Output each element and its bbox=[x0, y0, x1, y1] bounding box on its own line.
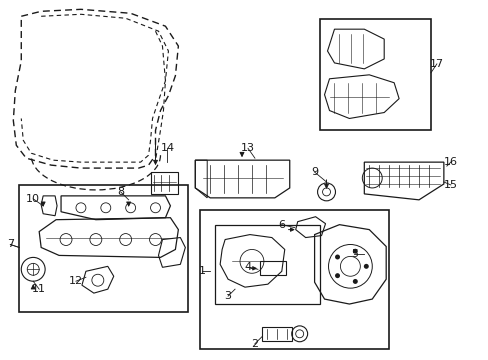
Text: 12: 12 bbox=[69, 276, 83, 286]
Bar bbox=[200, 210, 388, 349]
Bar bbox=[150, 172, 178, 194]
Text: 17: 17 bbox=[429, 59, 443, 69]
Text: 7: 7 bbox=[7, 239, 14, 249]
Text: 15: 15 bbox=[443, 180, 457, 190]
Text: 4: 4 bbox=[244, 262, 251, 272]
Bar bbox=[260, 261, 285, 275]
Text: 6: 6 bbox=[278, 220, 285, 230]
Bar bbox=[215, 225, 319, 304]
Bar bbox=[319, 19, 430, 130]
Text: 2: 2 bbox=[251, 339, 258, 349]
Bar bbox=[19, 185, 188, 312]
Text: 16: 16 bbox=[443, 157, 457, 167]
Text: 13: 13 bbox=[241, 143, 254, 153]
Circle shape bbox=[352, 279, 357, 284]
Text: 3: 3 bbox=[224, 291, 231, 301]
Text: 5: 5 bbox=[350, 249, 357, 260]
Text: 8: 8 bbox=[117, 187, 124, 197]
Text: 11: 11 bbox=[32, 284, 46, 294]
Circle shape bbox=[334, 273, 339, 278]
Text: 10: 10 bbox=[26, 194, 40, 204]
Text: 14: 14 bbox=[160, 143, 174, 153]
Circle shape bbox=[352, 249, 357, 254]
Circle shape bbox=[363, 264, 368, 269]
Bar bbox=[262, 327, 291, 341]
Text: 9: 9 bbox=[310, 167, 318, 177]
Circle shape bbox=[334, 255, 339, 260]
Text: 1: 1 bbox=[198, 266, 205, 276]
